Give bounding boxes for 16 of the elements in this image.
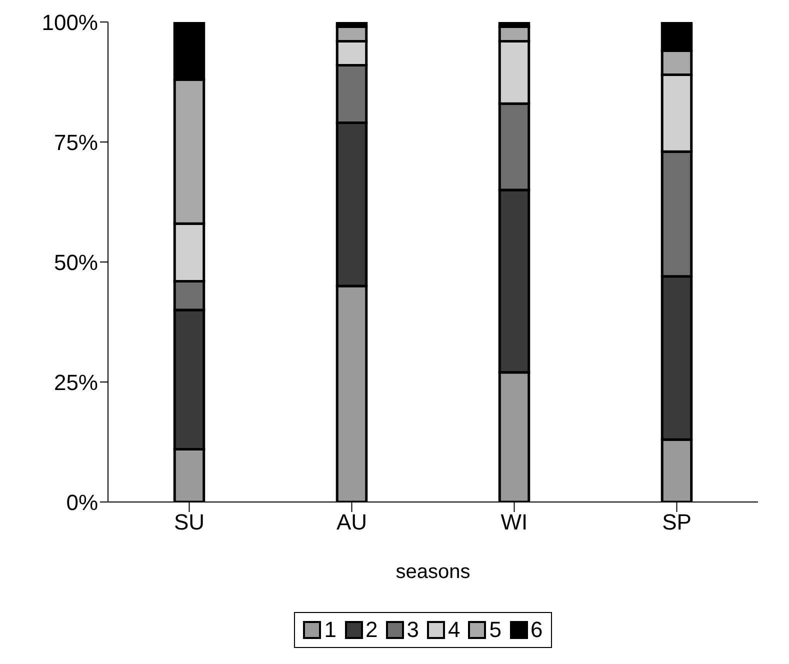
y-tick-label: 100% [42,10,98,35]
legend-label: 4 [447,617,460,643]
x-tick-label: WI [500,510,528,535]
y-tick-label: 50% [54,250,98,275]
legend-label: 2 [364,617,378,643]
x-tick-label: SP [662,510,692,535]
y-tick-label: 75% [54,130,98,155]
y-tick-label: 0% [66,490,98,515]
legend-label: 1 [323,617,336,643]
legend-label: 6 [530,617,543,643]
x-axis-title: seasons [396,561,470,584]
x-tick-label: SU [174,510,205,535]
legend-label: 5 [488,617,502,643]
legend-label: 3 [406,617,419,643]
y-tick-label: 25% [54,370,98,395]
x-tick-label: AU [336,510,368,535]
